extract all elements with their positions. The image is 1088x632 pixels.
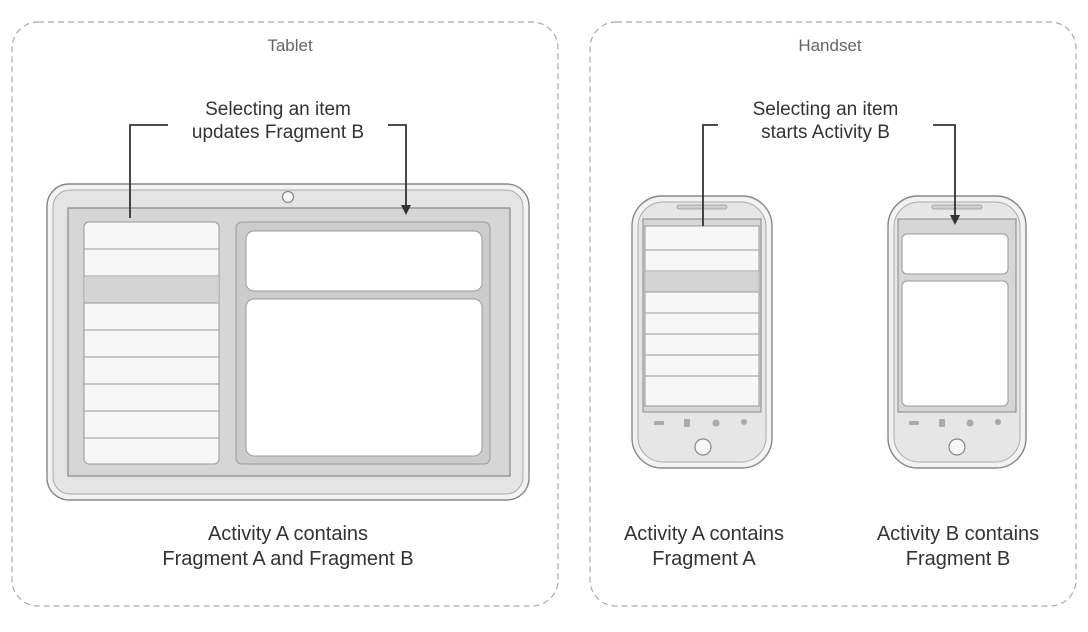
phone-a-fragment-a-list	[644, 225, 760, 407]
tablet-note-line2: updates Fragment B	[191, 122, 365, 143]
phone-b-home-button	[948, 438, 966, 456]
handset-note-line1: Selecting an item	[752, 99, 899, 120]
tablet-panel-title: Tablet	[267, 36, 313, 55]
handset-panel-title: Handset	[798, 36, 862, 55]
phone-b-caption-line2: Fragment B	[905, 548, 1011, 570]
phone-b-nav-icons	[909, 419, 1001, 427]
tablet-caption: Activity A contains Fragment A and Fragm…	[118, 522, 458, 572]
handset-start-arrow	[702, 124, 718, 226]
tablet-note-line1: Selecting an item	[205, 99, 351, 120]
handset-note-line2: starts Activity B	[761, 122, 890, 143]
tablet-update-arrow-head	[388, 124, 411, 215]
phone-b-caption-line1: Activity B contains	[876, 523, 1040, 545]
phone-a-home-button	[694, 438, 712, 456]
phone-a-device	[631, 195, 773, 469]
tablet-camera-icon	[281, 190, 295, 204]
handset-start-arrow-head	[933, 124, 960, 225]
tablet-arrow-note: Selecting an item updates Fragment B	[168, 98, 388, 144]
tablet-selected-list-item	[85, 277, 218, 303]
phone-a-caption-line1: Activity A contains	[623, 523, 785, 545]
phone-a-nav-icons	[654, 419, 747, 427]
tablet-fragment-a-list	[83, 221, 220, 465]
phone-a-caption: Activity A contains Fragment A	[598, 522, 810, 572]
tablet-device	[46, 183, 530, 501]
handset-arrow-note: Selecting an item starts Activity B	[718, 98, 933, 144]
phone-b-fragment-b-detail	[901, 233, 1009, 407]
tablet-caption-line1: Activity A contains	[207, 523, 369, 545]
tablet-panel	[11, 21, 559, 607]
phone-a-speaker	[676, 204, 728, 210]
tablet-fragment-b-detail	[235, 221, 491, 465]
phone-b-caption: Activity B contains Fragment B	[852, 522, 1064, 572]
tablet-caption-line2: Fragment A and Fragment B	[162, 548, 414, 570]
phone-a-caption-line2: Fragment A	[652, 548, 756, 570]
handset-panel	[589, 21, 1077, 607]
phone-b-device	[887, 195, 1027, 469]
phone-b-speaker	[931, 204, 983, 210]
phone-a-selected-list-item	[646, 272, 758, 292]
tablet-update-arrow	[129, 124, 168, 218]
